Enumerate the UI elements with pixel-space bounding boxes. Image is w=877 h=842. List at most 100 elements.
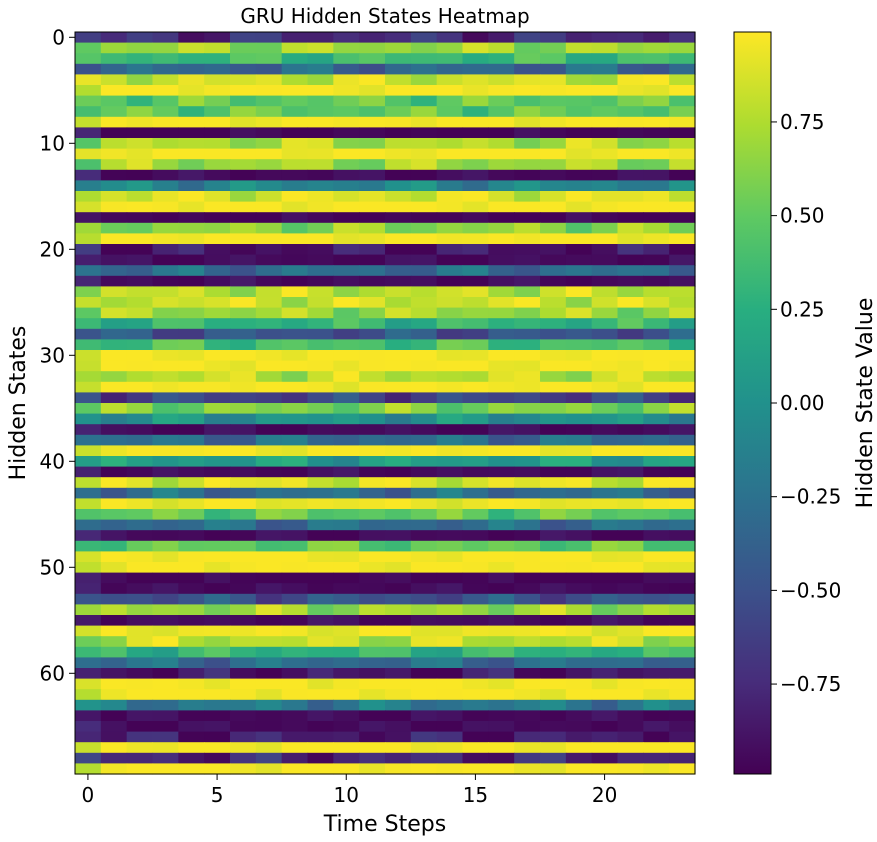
heatmap-cell [591,403,619,415]
heatmap-cell [178,710,205,722]
heatmap-cell [152,116,179,128]
heatmap-cell [204,583,231,595]
heatmap-cell [643,403,670,415]
heatmap-cell [643,509,670,521]
heatmap-cell [669,116,696,128]
heatmap-cell [359,201,386,213]
heatmap-cell [540,593,567,605]
heatmap-cell [669,85,696,97]
heatmap-cell [333,201,360,213]
heatmap-cell [617,572,644,584]
heatmap-cell [100,392,128,404]
heatmap-cell [333,169,360,181]
heatmap-cell [540,466,567,478]
heatmap-cell [540,95,567,107]
heatmap-cell [178,477,205,489]
heatmap-cell [462,689,489,701]
heatmap-cell [307,593,334,605]
heatmap-cell [178,530,205,542]
heatmap-cell [307,286,334,298]
heatmap-cell [126,466,154,478]
heatmap-cell [281,169,309,181]
heatmap-cell [255,392,283,404]
heatmap-cell [385,445,412,457]
heatmap-cell [591,668,619,680]
heatmap-cell [643,752,670,764]
heatmap-cell [669,551,696,563]
heatmap-cell [385,191,412,203]
heatmap-cell [255,742,283,754]
heatmap-cell [462,63,489,75]
heatmap-cell [591,752,619,764]
heatmap-cell [565,583,593,595]
heatmap-cell [152,434,179,446]
heatmap-cell [488,646,515,658]
heatmap-cell [436,392,464,404]
heatmap-cell [359,403,386,415]
heatmap-cell [100,413,128,425]
heatmap-cell [385,424,412,436]
heatmap-cell [565,307,593,319]
heatmap-cell [100,32,128,44]
heatmap-cell [617,763,644,775]
heatmap-cell [410,636,438,648]
heatmap-cell [591,233,619,245]
heatmap-cell [436,191,464,203]
heatmap-cell [281,32,309,44]
heatmap-cell [204,85,231,97]
heatmap-cell [230,742,257,754]
heatmap-cell [462,42,489,54]
heatmap-cell [462,625,489,637]
heatmap-cell [359,63,386,75]
heatmap-cell [178,339,205,351]
heatmap-cell [540,159,567,171]
heatmap-cell [255,530,283,542]
heatmap-cell [281,551,309,563]
heatmap-cell [643,159,670,171]
heatmap-cell [204,180,231,192]
heatmap-cell [333,191,360,203]
heatmap-cell [255,307,283,319]
heatmap-cell [514,371,541,383]
heatmap-cell [488,678,515,690]
heatmap-cell [307,53,334,65]
heatmap-cell [359,413,386,425]
heatmap-cell [307,731,334,743]
heatmap-cell [410,562,438,574]
heatmap-cell [617,509,644,521]
heatmap-cell [565,74,593,86]
y-tick-label: 10 [40,131,65,155]
heatmap-cell [488,742,515,754]
heatmap-cell [152,625,179,637]
heatmap-cell [540,752,567,764]
heatmap-cell [617,710,644,722]
heatmap-cell [100,456,128,468]
y-tick-label: 20 [40,237,65,261]
heatmap-cell [669,530,696,542]
heatmap-cell [540,562,567,574]
heatmap-cell [385,657,412,669]
heatmap-cell [669,721,696,733]
heatmap-cell [643,763,670,775]
heatmap-cell [462,318,489,330]
heatmap-cell [230,625,257,637]
heatmap-cell [178,360,205,372]
heatmap-cell [385,668,412,680]
heatmap-cell [385,434,412,446]
heatmap-cell [307,509,334,521]
heatmap-cell [385,318,412,330]
heatmap-cell [333,540,360,552]
heatmap-cell [359,275,386,287]
heatmap-cell [591,63,619,75]
heatmap-cell [462,169,489,181]
heatmap-cell [126,456,154,468]
heatmap-cell [178,551,205,563]
heatmap-cell [255,286,283,298]
heatmap-cell [255,509,283,521]
heatmap-cell [565,498,593,510]
heatmap-cell [255,678,283,690]
heatmap-cell [359,339,386,351]
heatmap-cell [514,657,541,669]
heatmap-cell [436,339,464,351]
heatmap-cell [385,265,412,277]
